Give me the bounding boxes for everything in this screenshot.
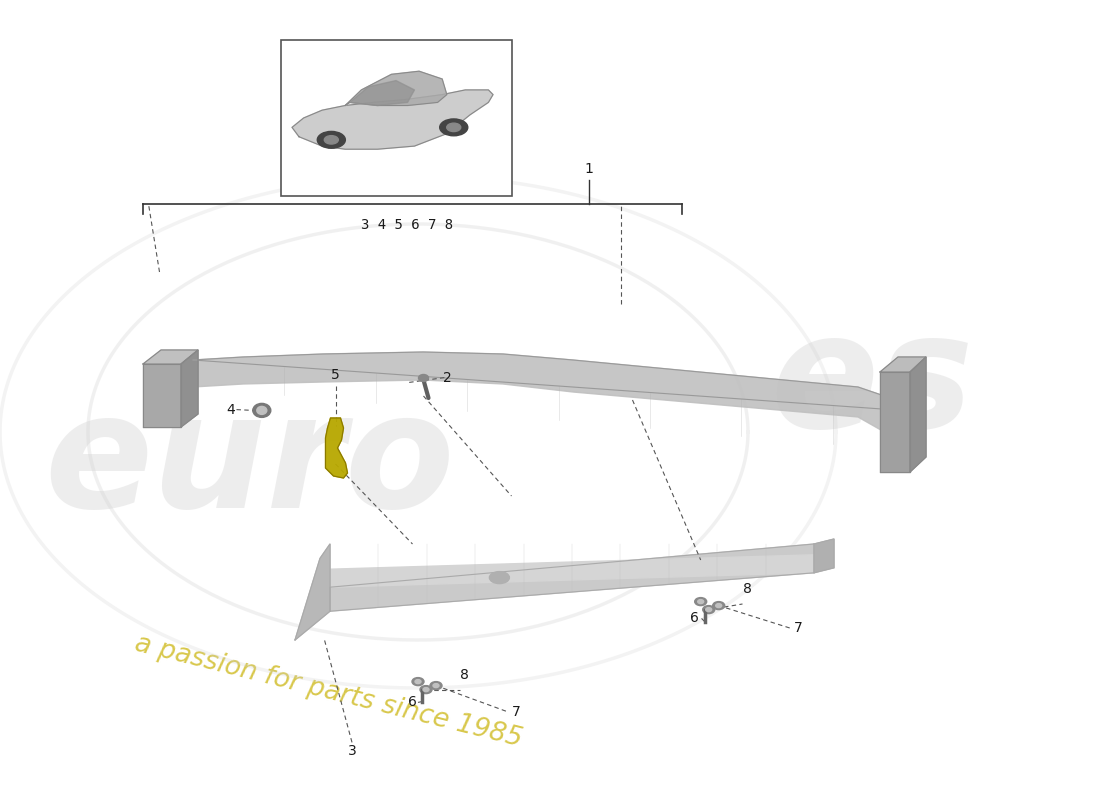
- Polygon shape: [880, 372, 910, 472]
- Polygon shape: [326, 418, 348, 478]
- Polygon shape: [293, 90, 493, 149]
- Text: euro: euro: [44, 386, 454, 542]
- Polygon shape: [350, 81, 415, 106]
- Polygon shape: [330, 544, 814, 611]
- Ellipse shape: [695, 598, 706, 606]
- Bar: [280, 40, 512, 196]
- Text: 6: 6: [408, 695, 417, 710]
- Ellipse shape: [713, 602, 725, 610]
- Text: 2: 2: [443, 370, 452, 385]
- Polygon shape: [192, 352, 924, 452]
- Text: es: es: [770, 306, 974, 462]
- Text: 6: 6: [691, 610, 700, 625]
- Ellipse shape: [317, 131, 345, 148]
- Ellipse shape: [706, 608, 712, 611]
- Ellipse shape: [256, 406, 267, 414]
- Ellipse shape: [447, 123, 461, 131]
- Polygon shape: [330, 555, 814, 587]
- Text: 8: 8: [742, 582, 751, 596]
- Polygon shape: [295, 544, 330, 640]
- Text: 8: 8: [460, 667, 469, 682]
- Ellipse shape: [490, 571, 509, 584]
- Ellipse shape: [440, 119, 467, 136]
- Ellipse shape: [430, 682, 442, 690]
- Ellipse shape: [324, 136, 339, 144]
- Ellipse shape: [703, 606, 715, 614]
- Polygon shape: [143, 350, 198, 364]
- Polygon shape: [910, 357, 926, 472]
- Polygon shape: [345, 71, 447, 106]
- Polygon shape: [880, 357, 926, 372]
- Text: 1: 1: [584, 162, 593, 176]
- Text: 3: 3: [348, 744, 356, 758]
- Ellipse shape: [420, 686, 432, 694]
- Ellipse shape: [415, 680, 421, 683]
- Text: 7: 7: [794, 621, 803, 635]
- Polygon shape: [814, 539, 834, 573]
- Polygon shape: [182, 350, 198, 427]
- Ellipse shape: [412, 678, 424, 686]
- Ellipse shape: [253, 403, 271, 418]
- Polygon shape: [143, 364, 182, 427]
- Ellipse shape: [424, 688, 429, 691]
- Ellipse shape: [433, 683, 439, 688]
- Text: 5: 5: [331, 368, 340, 382]
- Ellipse shape: [418, 374, 429, 382]
- Text: 7: 7: [513, 705, 521, 719]
- Text: 4: 4: [227, 402, 235, 417]
- Text: a passion for parts since 1985: a passion for parts since 1985: [132, 631, 525, 753]
- Text: 3 4 5 6 7 8: 3 4 5 6 7 8: [361, 218, 453, 232]
- Ellipse shape: [697, 600, 704, 603]
- Ellipse shape: [716, 603, 722, 608]
